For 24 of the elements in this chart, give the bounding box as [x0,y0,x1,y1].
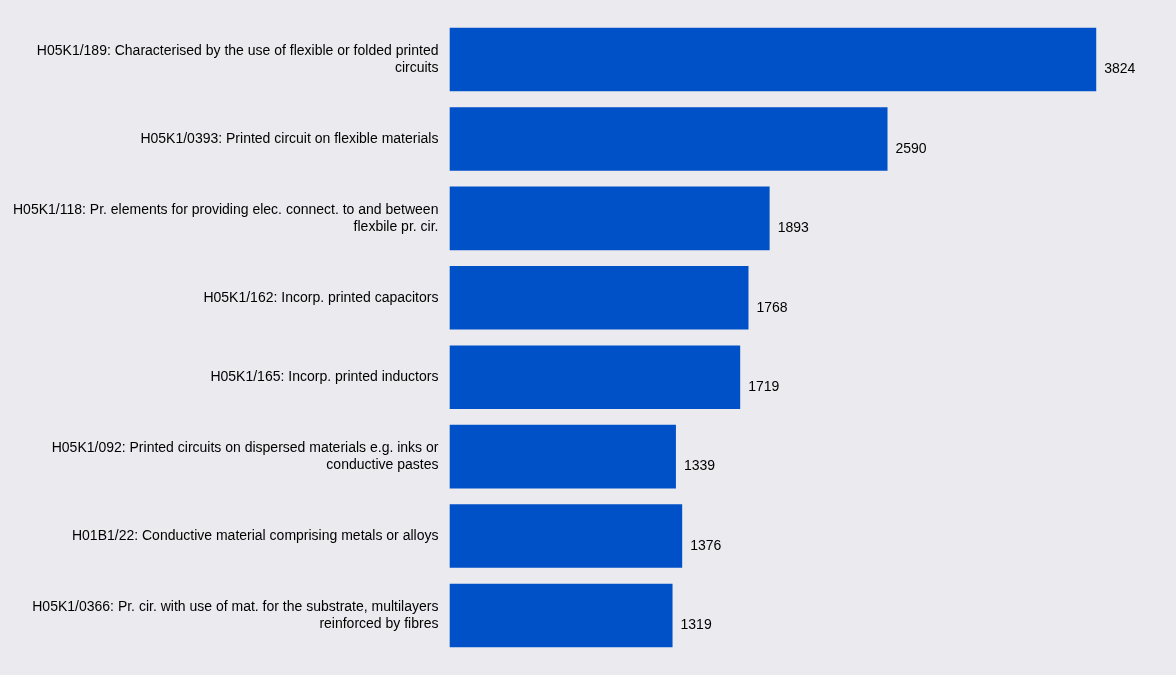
y-tick-label: H05K1/189: Characterised by the use of flexible or folded printed circuits [36,41,439,75]
y-tick-label: H05K1/118: Pr. elements for providing elec. connect. to and between flexbile pr. cir. [13,200,439,234]
bar [449,424,676,489]
y-tick-label: H05K1/165: Incorp. printed inductors [210,368,439,385]
data-label: 1376 [690,536,722,553]
y-tick-label: H05K1/092: Printed circuits on dispersed materials e.g. inks or conductive pastes [51,439,439,472]
data-label: 3824 [1104,60,1136,77]
bar [449,504,683,568]
bar [449,266,749,330]
bar [449,107,888,171]
data-label: 2590 [895,139,927,156]
data-label: 1719 [748,378,780,395]
bar [449,186,770,251]
y-tick-label: H05K1/0366: Pr. cir. with use of mat. for the substrate, multilayers reinforced by fibres [32,597,439,631]
y-tick-label: H05K1/162: Incorp. printed capacitors [203,288,439,305]
bar [449,583,673,648]
data-label: 1319 [680,616,712,633]
bar [449,27,1097,92]
data-label: 1768 [756,298,788,315]
y-tick-label: H05K1/0393: Printed circuit on flexible materials [140,129,439,146]
y-tick-label: H01B1/22: Conductive material comprising metals or alloys [71,526,439,543]
data-label: 1893 [777,219,809,236]
bar [449,345,741,409]
data-label: 1339 [683,457,716,474]
